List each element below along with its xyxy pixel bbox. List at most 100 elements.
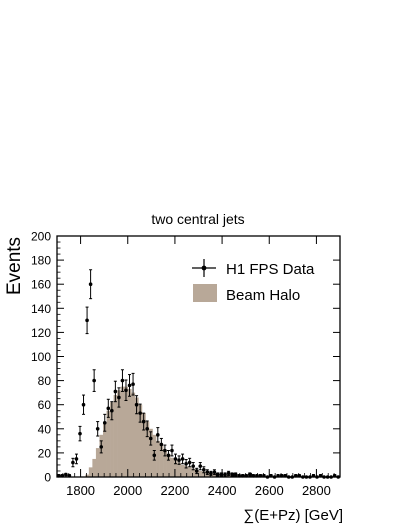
data-point [187, 460, 192, 465]
halo-bar [113, 395, 118, 477]
halo-bar [134, 397, 139, 477]
data-point [124, 388, 128, 393]
halo-bar [212, 473, 217, 477]
data-point [156, 433, 160, 437]
data-point [230, 472, 234, 477]
chart-title: two central jets [151, 211, 244, 227]
data-point [64, 472, 68, 477]
halo-bar [191, 468, 196, 477]
data-point [166, 453, 171, 458]
data-point [219, 472, 224, 477]
y-tick-label: 180 [31, 254, 51, 268]
data-point [99, 445, 104, 449]
halo-bar [102, 422, 107, 477]
data-point [127, 383, 132, 388]
halo-bar [88, 467, 93, 477]
legend-data-marker [192, 259, 216, 277]
y-tick-label: 160 [31, 278, 51, 292]
halo-bar [106, 410, 111, 477]
y-tick-label: 80 [38, 374, 52, 388]
x-tick-label: 2600 [255, 483, 284, 498]
beam-halo-histogram [85, 386, 341, 477]
data-point [88, 282, 93, 287]
data-point [223, 472, 227, 477]
halo-bar [159, 445, 164, 477]
halo-bar [141, 413, 146, 477]
data-point [120, 378, 125, 383]
halo-bar [85, 474, 90, 477]
data-point [138, 411, 142, 415]
data-point [71, 460, 75, 465]
data-point [184, 461, 188, 466]
data-point [159, 442, 164, 447]
x-tick-label: 2400 [208, 483, 237, 498]
data-point [170, 448, 174, 453]
data-point [180, 457, 185, 461]
halo-bar [120, 386, 125, 477]
data-point [205, 470, 210, 474]
data-point [106, 406, 111, 411]
halo-bar [145, 421, 150, 477]
halo-bar [117, 390, 121, 477]
data-point [202, 467, 206, 472]
x-axis-label: ∑(E+Pz) [GeV] [244, 507, 343, 524]
y-tick-label: 40 [38, 422, 52, 436]
data-point [74, 457, 79, 461]
x-tick-label: 2800 [302, 483, 331, 498]
y-tick-label: 200 [31, 230, 51, 244]
data-point [247, 472, 252, 477]
data-point [110, 408, 114, 413]
y-tick-label: 100 [31, 350, 51, 364]
data-point [191, 464, 195, 468]
data-point [145, 427, 150, 431]
halo-bar [95, 448, 100, 477]
data-point [92, 378, 96, 383]
halo-bar [138, 404, 143, 477]
halo-bar [184, 466, 189, 477]
data-point [163, 448, 167, 453]
data-point [212, 470, 217, 474]
halo-bar [198, 470, 203, 477]
halo-bar [99, 434, 104, 477]
halo-bar [202, 471, 206, 477]
legend-halo-swatch [193, 284, 217, 302]
data-point [209, 471, 213, 476]
data-point [194, 469, 199, 473]
legend-label-halo: Beam Halo [226, 287, 300, 304]
data-point [177, 458, 181, 462]
plot-frame [56, 235, 341, 478]
data-point [113, 389, 118, 394]
data-point [102, 420, 107, 425]
halo-bar [166, 454, 171, 477]
halo-bar [131, 392, 136, 477]
data-point [198, 464, 203, 468]
halo-bar [177, 462, 182, 477]
halo-bar [156, 440, 160, 477]
data-point [117, 395, 121, 400]
halo-bar [163, 450, 167, 477]
x-tick-label: 2000 [113, 483, 142, 498]
y-tick-label: 60 [38, 398, 52, 412]
data-point [173, 457, 178, 461]
halo-bar [110, 402, 114, 477]
data-point [233, 472, 238, 477]
halo-bar [148, 428, 153, 477]
halo-bar [180, 464, 185, 477]
y-tick-label: 120 [31, 326, 51, 340]
legend: H1 FPS Data Beam Halo [192, 259, 315, 304]
data-point [95, 427, 100, 431]
legend-label-data: H1 FPS Data [226, 261, 315, 278]
data-point [134, 402, 139, 407]
data-point [78, 431, 82, 436]
data-point [152, 453, 157, 458]
halo-bar [92, 458, 97, 477]
y-tick-label: 0 [44, 471, 51, 485]
halo-bar [127, 389, 132, 477]
data-point [131, 382, 135, 387]
halo-bar [170, 457, 175, 477]
y-tick-label: 20 [38, 446, 52, 460]
data-point [226, 471, 231, 476]
y-tick-label: 140 [31, 302, 51, 316]
data-point [141, 419, 146, 424]
